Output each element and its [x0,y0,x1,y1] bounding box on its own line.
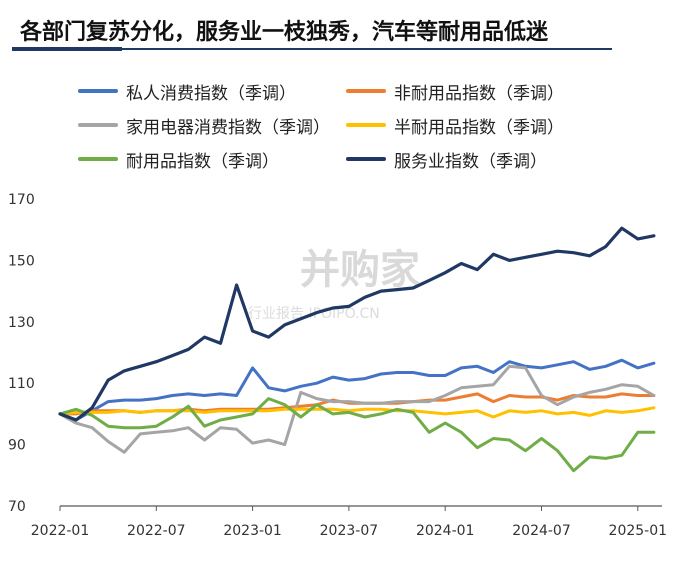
watermark-brand: 并购家 [300,247,420,293]
y-tick-label: 70 [8,499,26,515]
series-line-3 [58,364,656,454]
legend-swatch [346,157,386,161]
x-axis: 2022-01 2022-07 2023-01 2023-07 2024-01 2024-… [31,506,667,539]
y-tick-label: 130 [8,315,35,331]
legend-label: 私人消费指数（季调） [126,83,296,104]
title-underline [12,47,612,51]
y-tick-label: 150 [8,253,35,269]
x-tick-label: 2024-07 [512,523,571,539]
series-group [58,226,656,473]
x-tick-label: 2022-07 [127,523,186,539]
y-tick-label: 110 [8,376,35,392]
legend-item: 半耐用品指数（季调） [346,112,608,138]
legend-swatch [346,89,386,93]
legend-swatch [78,157,118,161]
y-axis: 70 90 110 130 150 170 [8,192,35,515]
x-tick-label: 2022-01 [31,523,90,539]
legend-swatch [78,123,118,127]
legend-label: 家用电器消费指数（季调） [126,117,330,138]
legend-item: 私人消费指数（季调） [78,78,340,104]
chart-title: 各部门复苏分化，服务业一枝独秀，汽车等耐用品低迷 [20,20,549,45]
legend-label: 耐用品指数（季调） [126,151,279,172]
series-line-6 [58,226,656,422]
x-tick-label: 2024-01 [416,523,475,539]
x-tick-label: 2025-01 [609,523,668,539]
series-line-5 [58,397,656,473]
x-tick-label: 2023-07 [320,523,379,539]
legend-label: 半耐用品指数（季调） [394,117,564,138]
chart-legend: 私人消费指数（季调） 非耐用品指数（季调） 家用电器消费指数（季调） 半耐用品指数（季… [78,78,638,172]
series-line-1 [58,358,656,422]
legend-item: 服务业指数（季调） [346,146,608,172]
y-tick-label: 90 [8,438,26,454]
legend-label: 非耐用品指数（季调） [394,83,564,104]
series-line-4 [58,406,656,419]
legend-swatch [78,89,118,93]
watermark: 并购家 行业报告 IPOIPO.CN [248,247,420,322]
x-tick-label: 2023-01 [223,523,282,539]
legend-item: 非耐用品指数（季调） [346,78,608,104]
legend-item: 家用电器消费指数（季调） [78,112,340,138]
legend-label: 服务业指数（季调） [394,151,547,172]
legend-item: 耐用品指数（季调） [78,146,340,172]
legend-swatch [346,123,386,127]
y-tick-label: 170 [8,192,35,208]
